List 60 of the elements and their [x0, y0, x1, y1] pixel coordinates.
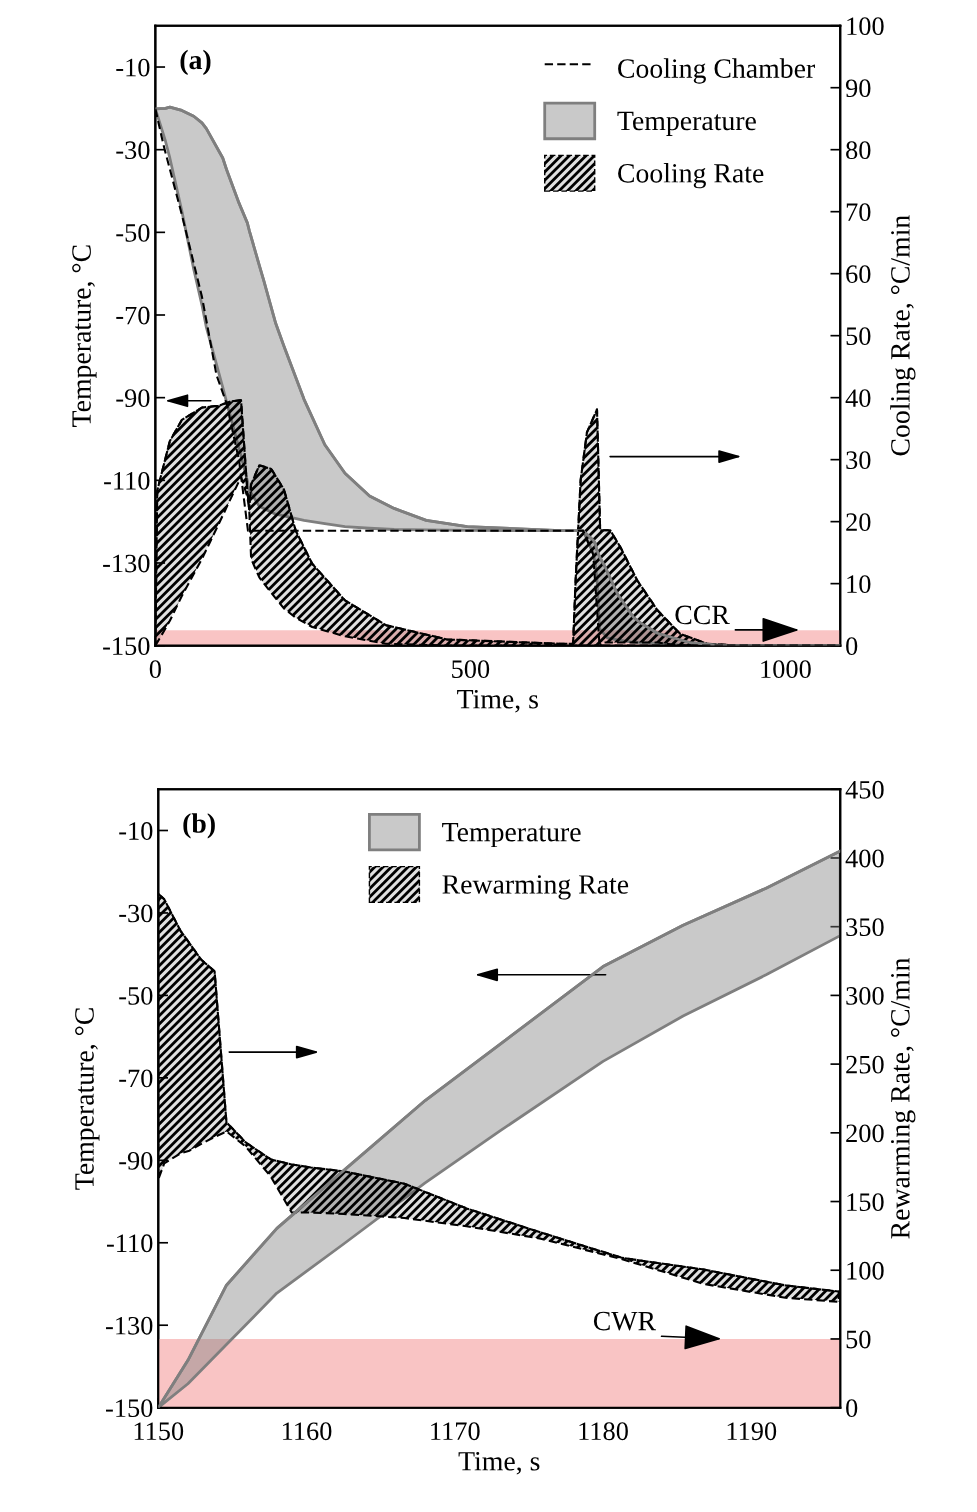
annotation: (a): [180, 49, 211, 76]
legend-label: Cooling Chamber: [618, 58, 815, 84]
y2-tick-label: 400: [845, 849, 884, 868]
y2-axis-title: Cooling Rate, °C/min: [890, 215, 916, 456]
x-tick-label: 500: [452, 660, 490, 679]
y-tick-label: -50: [116, 223, 150, 242]
y2-tick-label: 20: [846, 513, 871, 532]
x-axis-title: Time, s: [457, 689, 538, 713]
y2-tick-label: 350: [846, 918, 884, 937]
y-tick-label: -90: [119, 1151, 153, 1170]
y2-tick-label: 100: [847, 17, 884, 36]
y2-tick-label: 40: [845, 389, 871, 408]
legend-label: Cooling Rate: [618, 163, 764, 189]
y-tick-label: -70: [119, 1069, 153, 1088]
y2-tick-label: 30: [846, 451, 871, 470]
y-tick-label: -150: [103, 637, 150, 656]
x-tick-label: 1160: [282, 1422, 332, 1441]
x-axis-title: Time, s: [458, 1451, 540, 1475]
y2-tick-label: 150: [847, 1193, 884, 1211]
y-tick-label: -110: [107, 1234, 153, 1253]
y-tick-label: -110: [104, 471, 150, 490]
y2-tick-label: 0: [846, 1399, 858, 1418]
legend-label: Temperature: [617, 111, 756, 136]
y-tick-label: -70: [116, 306, 150, 325]
y-tick-label: -150: [106, 1399, 153, 1418]
x-tick-label: 1190: [727, 1422, 777, 1441]
y2-tick-label: 100: [847, 1261, 884, 1280]
legend-label: Temperature: [442, 823, 581, 848]
y-tick-label: -50: [119, 987, 153, 1005]
y2-tick-label: 50: [846, 1330, 871, 1349]
y-tick-label: -30: [119, 904, 153, 923]
x-tick-label: 1000: [761, 660, 811, 679]
y2-tick-label: 70: [846, 203, 871, 222]
y2-tick-label: 60: [846, 265, 871, 284]
y2-tick-label: 250: [846, 1055, 884, 1074]
y-axis-title: Temperature, °C: [75, 1008, 100, 1190]
annotation: (b): [183, 813, 215, 839]
x-tick-label: 1170: [431, 1422, 480, 1441]
legend-label: Rewarming Rate: [442, 875, 629, 900]
y2-tick-label: 450: [845, 780, 884, 799]
x-tick-label: 1180: [579, 1422, 628, 1441]
y-tick-label: -90: [116, 389, 150, 408]
y2-tick-label: 300: [846, 987, 884, 1005]
y2-axis-title: Rewarming Rate, °C/min: [890, 957, 916, 1239]
annotation: CWR: [593, 1311, 656, 1331]
x-tick-label: 0: [149, 660, 161, 679]
annotation: CCR: [675, 605, 730, 625]
y-tick-label: -30: [116, 141, 150, 160]
y2-tick-label: 80: [846, 141, 871, 160]
y2-tick-label: 10: [847, 575, 871, 594]
y2-tick-label: 0: [846, 637, 858, 656]
y-tick-label: -130: [103, 554, 150, 573]
y2-tick-label: 90: [845, 79, 871, 98]
y-tick-label: -10: [119, 822, 153, 840]
x-tick-label: 1150: [134, 1422, 184, 1441]
y2-tick-label: 50: [846, 327, 871, 346]
y-tick-label: -130: [106, 1316, 153, 1335]
y2-tick-label: 200: [846, 1124, 884, 1143]
y-tick-label: -10: [116, 58, 150, 77]
y-axis-title: Temperature, °C: [72, 245, 97, 427]
